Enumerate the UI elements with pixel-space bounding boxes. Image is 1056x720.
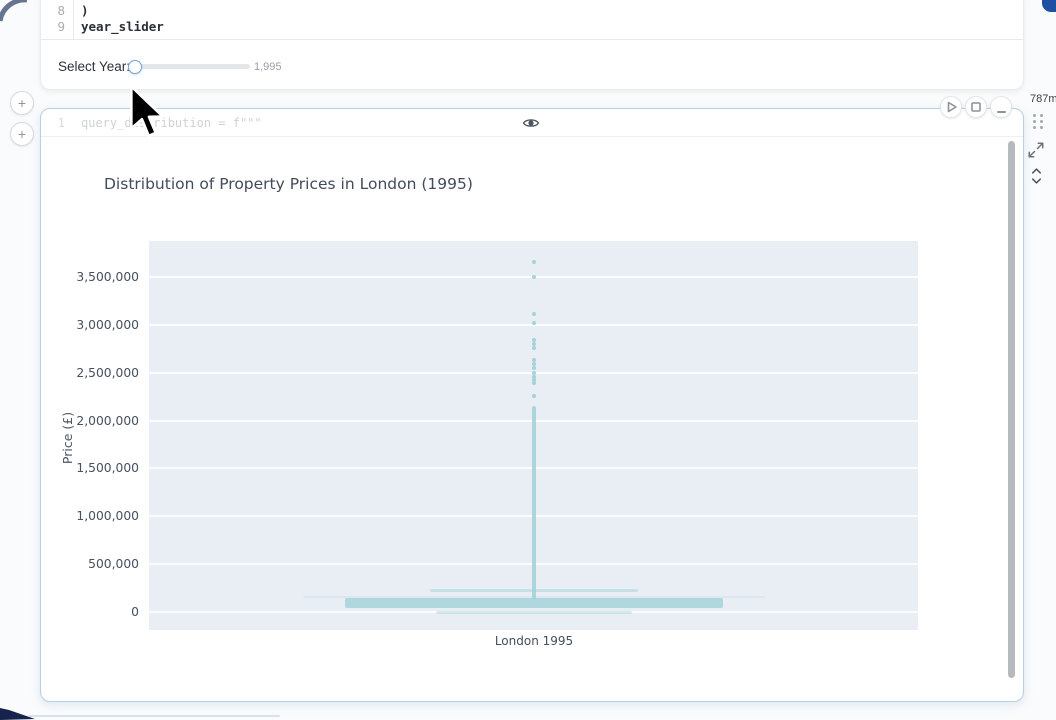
outlier-point [532,275,536,279]
outlier-point [532,393,536,398]
code-line[interactable]: 9 year_slider [41,19,1023,35]
chart-title: Distribution of Property Prices in Londo… [104,175,473,193]
outlier-point [532,358,536,363]
eye-icon[interactable] [522,114,540,132]
expand-icon[interactable] [1027,141,1045,159]
add-cell-button-bottom[interactable]: + [10,122,34,146]
dense-strip [532,406,536,600]
y-tick-label: 1,000,000 [76,509,139,524]
y-tick-label: 0 [131,605,139,619]
outlier-point [532,345,536,350]
stop-cell-button[interactable] [965,96,987,118]
gutter-divider [73,0,74,39]
line-number: 1 [57,116,65,130]
bottom-divider-line [28,715,280,717]
minus-icon [996,110,1006,113]
outlier-point [532,362,536,367]
y-tick-label: 3,500,000 [76,270,139,284]
y-axis-label: Price (£) [60,411,75,465]
collapse-output-button[interactable] [990,96,1012,118]
y-tick-label: 500,000 [88,557,139,572]
density-band [430,589,638,593]
outlier-point [532,374,536,379]
code-line[interactable]: 8 ) [41,3,1023,19]
outlier-point [532,381,536,386]
density-band [303,595,765,598]
corner-arc-decoration [0,0,27,22]
y-tick-label: 3,000,000 [76,317,139,332]
outlier-point [532,378,536,383]
density-band [344,597,724,608]
outlier-point [532,342,536,346]
corner-badge-decoration [1042,0,1056,12]
code-text: ) [81,3,89,18]
chevrons-up-down-icon[interactable] [1029,166,1044,186]
collapsed-code-header[interactable]: 1 query_distribution = f""" [41,109,1023,137]
outlier-point [532,312,536,317]
outlier-point [532,320,536,325]
y-tick-label: 1,500,000 [76,461,139,476]
line-number: 9 [57,19,65,34]
line-number: 8 [57,3,65,18]
cell-runtime: 787ms [1030,93,1056,105]
bottom-left-decoration [0,708,35,720]
outlier-point [532,338,536,343]
outlier-point [532,365,536,370]
cell-output-divider [41,39,1023,40]
y-tick-label: 2,000,000 [76,413,139,428]
outlier-point [532,259,536,264]
run-cell-button[interactable] [940,96,962,118]
add-cell-button-top[interactable]: + [10,91,34,115]
density-band [435,610,633,614]
year-slider-track[interactable] [135,64,250,69]
faded-code-text: query_distribution = f""" [81,116,262,130]
slider-value: 1,995 [254,61,282,73]
cell-scrollbar[interactable] [1008,141,1015,678]
code-cell-year-slider: 8 ) 9 year_slider Select Year: 1,995 [40,0,1024,90]
slider-label: Select Year: [58,59,131,74]
chart-cell: 1 query_distribution = f""" Distribution… [40,108,1024,702]
x-tick-label: London 1995 [494,634,574,648]
gridline [149,611,918,613]
year-slider-handle[interactable] [128,60,142,74]
y-tick-label: 2,500,000 [76,365,139,380]
code-text: year_slider [81,19,164,34]
drag-handle-icon[interactable] [1033,114,1044,131]
outlier-point [532,370,536,375]
